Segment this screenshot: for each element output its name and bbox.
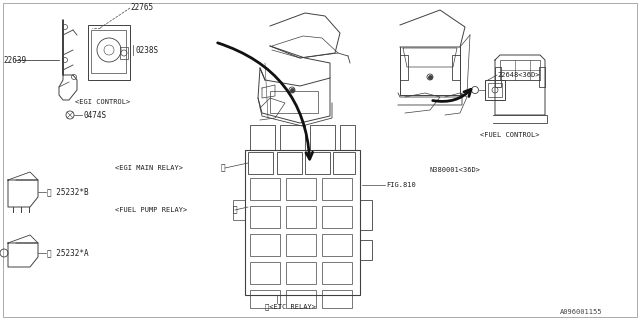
Bar <box>340 125 355 150</box>
Text: <FUEL PUMP RELAY>: <FUEL PUMP RELAY> <box>115 207 188 213</box>
Bar <box>233 200 245 220</box>
Bar <box>120 47 128 59</box>
Bar <box>250 206 280 228</box>
Text: 22648<36D>: 22648<36D> <box>497 72 540 78</box>
Bar <box>286 178 316 200</box>
Bar <box>495 67 501 87</box>
Bar <box>322 206 352 228</box>
Text: 0238S: 0238S <box>135 45 158 54</box>
Bar <box>248 152 273 174</box>
Bar <box>91 30 126 73</box>
Bar <box>452 55 460 80</box>
Bar <box>322 178 352 200</box>
Bar <box>360 240 372 260</box>
Text: ① 25232*B: ① 25232*B <box>47 188 88 196</box>
Bar <box>322 234 352 256</box>
Bar <box>250 178 280 200</box>
Bar <box>539 67 545 87</box>
Text: ② 25232*A: ② 25232*A <box>47 249 88 258</box>
Text: ①: ① <box>221 164 226 172</box>
Bar <box>286 206 316 228</box>
Text: <EGI CONTROL>: <EGI CONTROL> <box>75 99 131 105</box>
Text: <FUEL CONTROL>: <FUEL CONTROL> <box>480 132 540 138</box>
FancyArrowPatch shape <box>218 43 312 159</box>
Bar <box>488 83 502 97</box>
Bar <box>500 60 540 80</box>
Text: A096001155: A096001155 <box>560 309 602 315</box>
Bar <box>250 234 280 256</box>
Bar <box>277 152 302 174</box>
Bar <box>250 125 275 150</box>
Bar <box>280 125 305 150</box>
Bar <box>286 290 316 308</box>
Bar <box>322 290 352 308</box>
Bar <box>286 234 316 256</box>
Bar <box>305 152 330 174</box>
Bar <box>250 262 280 284</box>
Text: 22639: 22639 <box>3 55 26 65</box>
Bar <box>250 290 280 308</box>
Text: ②: ② <box>233 205 237 214</box>
Text: <EGI MAIN RELAY>: <EGI MAIN RELAY> <box>115 165 183 171</box>
Bar <box>333 152 355 174</box>
Bar <box>400 55 408 80</box>
Bar <box>245 150 360 295</box>
Text: N380001<36D>: N380001<36D> <box>430 167 481 173</box>
Text: 22765: 22765 <box>130 3 153 12</box>
Text: FIG.810: FIG.810 <box>386 182 416 188</box>
Bar <box>360 200 372 230</box>
Text: ②<ETC RELAY>: ②<ETC RELAY> <box>265 304 316 310</box>
Bar <box>88 25 130 80</box>
Bar <box>322 262 352 284</box>
Bar <box>485 80 505 100</box>
Bar <box>286 262 316 284</box>
FancyArrowPatch shape <box>433 89 471 101</box>
Bar <box>270 91 318 113</box>
Text: 0474S: 0474S <box>83 110 106 119</box>
Bar <box>310 125 335 150</box>
